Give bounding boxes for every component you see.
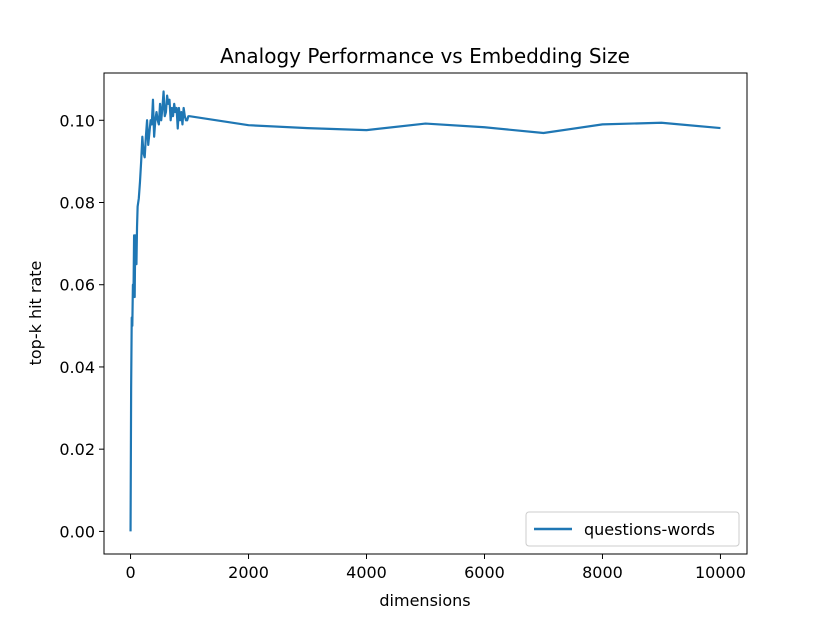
x-tick-label: 4000	[346, 563, 387, 582]
x-tick-label: 2000	[228, 563, 269, 582]
x-tick-label: 8000	[582, 563, 623, 582]
y-tick-label: 0.04	[59, 358, 95, 377]
x-axis-label: dimensions	[379, 591, 470, 610]
x-axis-ticks: 0 2000 4000 6000 8000 10000	[125, 554, 746, 582]
x-tick-label: 0	[125, 563, 135, 582]
plot-background	[104, 73, 747, 554]
legend: questions-words	[525, 511, 740, 547]
y-tick-label: 0.02	[59, 440, 95, 459]
y-tick-label: 0.00	[59, 522, 95, 541]
chart-title: Analogy Performance vs Embedding Size	[220, 44, 630, 68]
plot-area	[104, 73, 747, 554]
x-tick-label: 6000	[464, 563, 505, 582]
y-tick-label: 0.10	[59, 111, 95, 130]
series-line-questions-words	[129, 90, 721, 532]
plot-frame	[103, 72, 748, 555]
x-tick-label: 10000	[695, 563, 746, 582]
y-tick-label: 0.08	[59, 194, 95, 213]
legend-box	[525, 511, 740, 547]
y-axis-ticks: 0.00 0.02 0.04 0.06 0.08 0.10	[59, 111, 104, 541]
legend-label: questions-words	[584, 520, 715, 539]
y-tick-label: 0.06	[59, 276, 95, 295]
series-lines	[129, 90, 721, 532]
y-axis-label: top-k hit rate	[26, 261, 45, 366]
